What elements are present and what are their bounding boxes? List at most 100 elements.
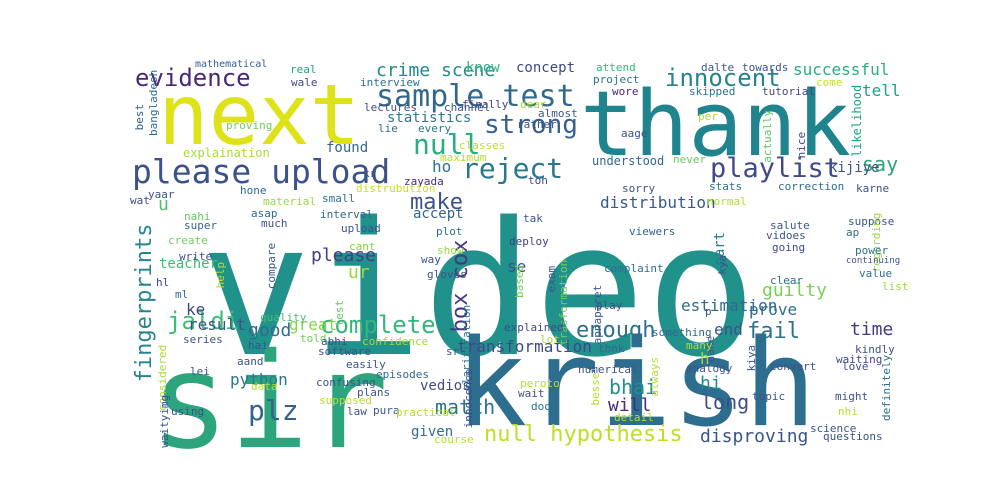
word-111: upload bbox=[341, 222, 381, 235]
word-99: correction bbox=[778, 180, 844, 193]
word-95: toh bbox=[528, 174, 548, 187]
word-146: play bbox=[596, 299, 623, 312]
word-45: given bbox=[411, 424, 453, 440]
word-20: distribution bbox=[600, 193, 716, 212]
word-189: law bbox=[347, 405, 367, 418]
word-102: hone bbox=[240, 184, 267, 197]
word-127: apnaparet bbox=[591, 285, 604, 345]
word-85: classes bbox=[459, 139, 505, 152]
word-165: hai bbox=[248, 339, 268, 352]
word-34: great bbox=[289, 315, 337, 334]
word-176: thnk bbox=[598, 342, 625, 355]
word-17: plz bbox=[248, 394, 299, 427]
word-129: trasformation bbox=[557, 260, 570, 346]
word-49: accept bbox=[413, 206, 464, 222]
word-7: null hypothesis bbox=[484, 422, 683, 447]
word-84: every bbox=[418, 122, 451, 135]
word-164: lei bbox=[190, 365, 210, 378]
word-26: disproving bbox=[700, 426, 808, 447]
word-13: null bbox=[413, 128, 480, 161]
word-12: strong bbox=[484, 110, 578, 140]
word-16: jaldi bbox=[167, 307, 239, 335]
word-144: exam bbox=[545, 266, 558, 293]
word-103: wat bbox=[130, 194, 150, 207]
word-183: peroto bbox=[520, 377, 560, 390]
word-82: lie bbox=[378, 122, 398, 135]
word-182: supposed bbox=[319, 394, 372, 407]
word-5: please upload bbox=[132, 152, 390, 191]
word-175: bessel bbox=[589, 366, 602, 406]
word-52: know bbox=[466, 60, 500, 76]
word-163: aand bbox=[237, 355, 264, 368]
word-55: u bbox=[158, 194, 169, 215]
word-15: fingerprints bbox=[132, 223, 157, 382]
word-58: h bbox=[700, 349, 710, 368]
word-178: topic bbox=[752, 390, 785, 403]
word-101: yaar bbox=[148, 188, 175, 201]
word-125: tak bbox=[523, 212, 543, 225]
word-14: complete bbox=[320, 311, 436, 339]
word-105: small bbox=[322, 192, 355, 205]
word-109: much bbox=[261, 217, 288, 230]
word-133: going bbox=[772, 241, 805, 254]
word-78: lectures bbox=[364, 101, 417, 114]
word-88: per bbox=[698, 110, 718, 123]
word-114: write bbox=[179, 250, 212, 263]
word-87: aage bbox=[621, 127, 648, 140]
word-170: numerical bbox=[578, 363, 638, 376]
word-63: real bbox=[290, 63, 317, 76]
word-93: kr bbox=[363, 167, 377, 180]
word-59: part bbox=[712, 232, 728, 266]
word-53: teacher bbox=[159, 256, 218, 272]
word-184: wait bbox=[518, 387, 545, 400]
word-106: nahi bbox=[184, 210, 211, 223]
word-97: never bbox=[673, 153, 706, 166]
word-79: channel bbox=[444, 101, 490, 114]
word-195: nhi bbox=[838, 405, 858, 418]
word-162: considered bbox=[156, 345, 169, 411]
word-61: understood bbox=[592, 154, 664, 168]
word-75: skipped bbox=[689, 85, 735, 98]
word-72: come bbox=[816, 76, 843, 89]
word-40: prove bbox=[749, 300, 797, 319]
word-115: cant bbox=[349, 240, 376, 253]
word-116: plot bbox=[436, 225, 463, 238]
word-145: complaint bbox=[604, 262, 664, 275]
word-24: enough bbox=[576, 318, 655, 343]
word-43: match bbox=[435, 395, 495, 419]
word-98: stats bbox=[709, 180, 742, 193]
word-77: best bbox=[133, 104, 146, 131]
word-83: rather bbox=[517, 118, 557, 131]
word-155: told bbox=[300, 332, 327, 345]
word-92: zayada bbox=[404, 175, 444, 188]
word-46: ur bbox=[348, 262, 370, 283]
word-64: wale bbox=[291, 76, 318, 89]
word-31: say bbox=[862, 152, 898, 176]
word-154: many bbox=[686, 339, 713, 352]
word-39: will bbox=[608, 395, 651, 416]
word-173: convert bbox=[770, 360, 816, 373]
word-132: vidoes bbox=[766, 229, 806, 242]
word-180: data bbox=[251, 380, 278, 393]
word-168: episodes bbox=[376, 368, 429, 381]
word-171: analogy bbox=[686, 362, 733, 375]
word-158: confidence bbox=[362, 335, 428, 348]
word-191: practical bbox=[396, 406, 456, 419]
word-18: crime scene bbox=[376, 60, 495, 81]
word-56: ke bbox=[186, 300, 205, 319]
word-6: sample test bbox=[376, 79, 575, 114]
word-124: test bbox=[333, 300, 346, 327]
word-51: concept bbox=[516, 60, 575, 76]
word-136: ap bbox=[846, 226, 859, 239]
word-27: estimation bbox=[681, 296, 777, 315]
word-110: interval bbox=[320, 208, 373, 221]
word-161: series bbox=[183, 333, 223, 346]
word-137: power bbox=[855, 244, 888, 257]
word-149: kindly bbox=[855, 343, 895, 356]
word-91: likelihood bbox=[850, 85, 864, 157]
word-194: science bbox=[810, 422, 856, 435]
word-123: quality bbox=[260, 311, 307, 324]
word-138: continuing bbox=[846, 256, 900, 266]
word-112: create bbox=[168, 234, 208, 247]
